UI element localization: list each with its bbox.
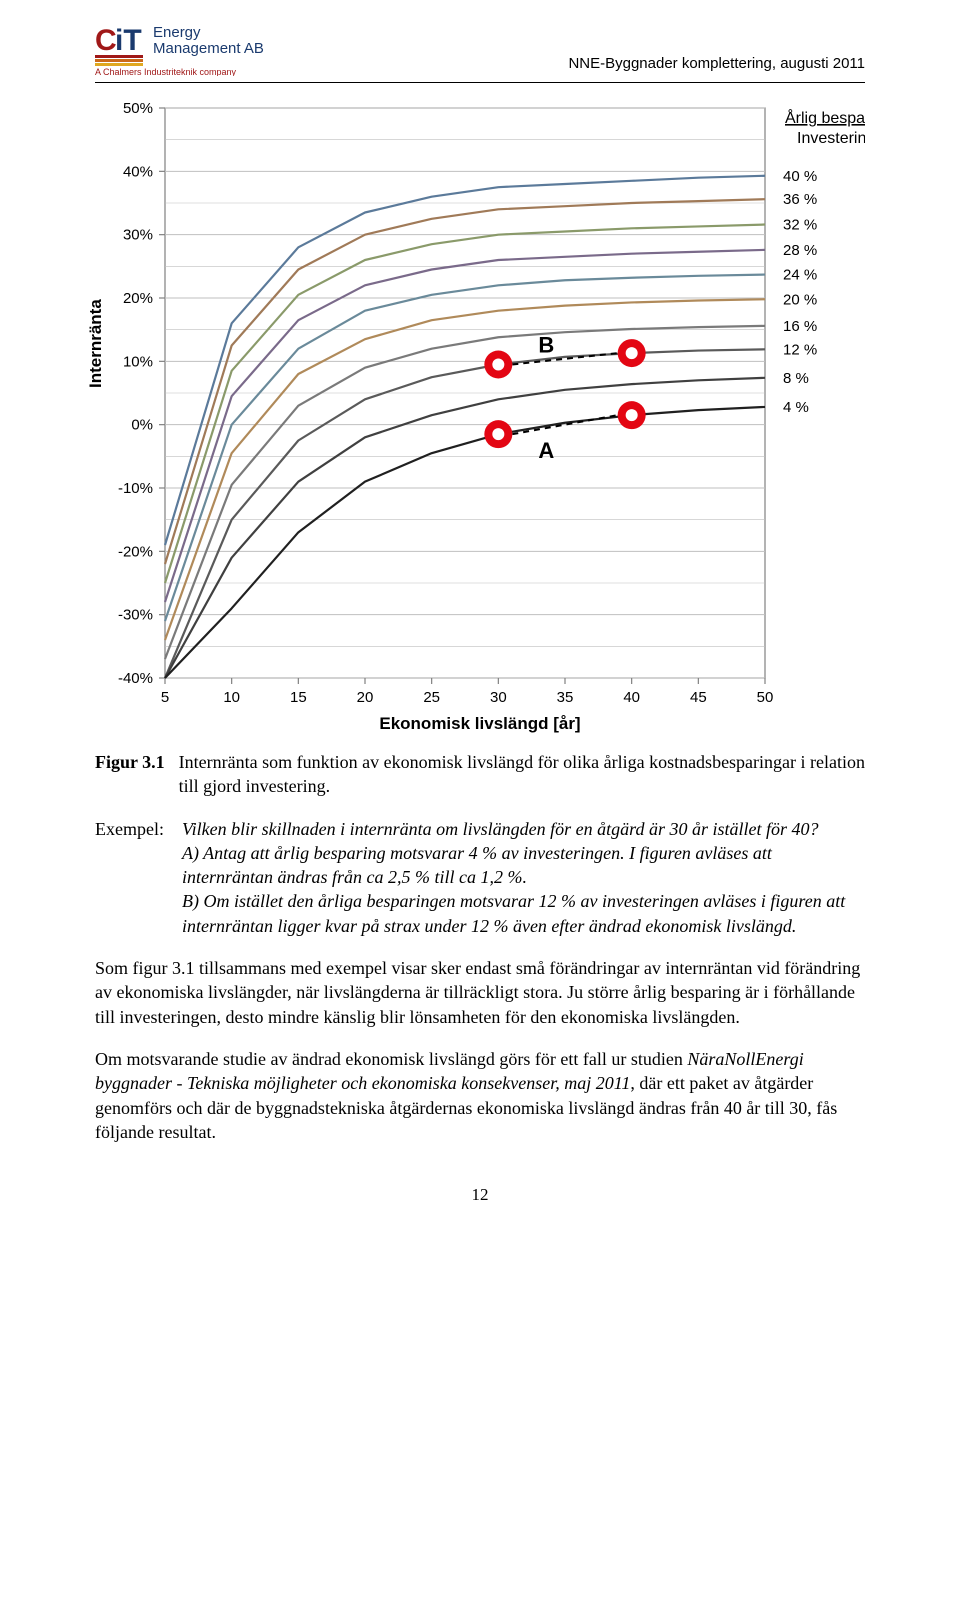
example-block: Exempel: Vilken blir skillnaden i intern… (95, 817, 865, 938)
internranta-chart: Internränta -40%-30%-20%-10%0%10%20%30%4… (95, 98, 865, 738)
figure-caption-text: Internränta som funktion av ekonomisk li… (179, 750, 865, 799)
chart-xlabel: Ekonomisk livslängd [år] (95, 713, 865, 736)
svg-text:C: C (95, 24, 117, 57)
svg-text:36 %: 36 % (783, 191, 817, 208)
paragraph-2: Om motsvarande studie av ändrad ekonomis… (95, 1047, 865, 1144)
svg-text:40 %: 40 % (783, 168, 817, 185)
svg-text:4 %: 4 % (783, 399, 809, 416)
svg-text:20: 20 (357, 689, 374, 706)
svg-text:20 %: 20 % (783, 291, 817, 308)
svg-text:A: A (538, 438, 554, 463)
example-b: B) Om istället den årliga besparingen mo… (182, 891, 845, 935)
svg-text:32 %: 32 % (783, 217, 817, 234)
svg-text:-30%: -30% (118, 607, 153, 624)
para2-a: Om motsvarande studie av ändrad ekonomis… (95, 1049, 687, 1069)
svg-text:5: 5 (161, 689, 169, 706)
svg-text:40%: 40% (123, 163, 153, 180)
logo-sub: A Chalmers Industriteknik company (95, 67, 237, 76)
svg-text:50%: 50% (123, 100, 153, 117)
cit-logo-icon: C iT Energy Management AB A Chalmers Ind… (95, 20, 295, 76)
svg-text:40: 40 (623, 689, 640, 706)
svg-text:15: 15 (290, 689, 307, 706)
svg-text:iT: iT (115, 24, 142, 57)
example-q: Vilken blir skillnaden i internränta om … (182, 819, 818, 839)
svg-text:-40%: -40% (118, 670, 153, 687)
svg-text:16 %: 16 % (783, 318, 817, 335)
logo: C iT Energy Management AB A Chalmers Ind… (95, 20, 295, 76)
figure-caption: Figur 3.1 Internränta som funktion av ek… (95, 750, 865, 799)
svg-text:20%: 20% (123, 290, 153, 307)
svg-text:-20%: -20% (118, 543, 153, 560)
paragraph-1: Som figur 3.1 tillsammans med exempel vi… (95, 956, 865, 1029)
svg-text:10%: 10% (123, 353, 153, 370)
svg-text:Årlig besparing: Årlig besparing (785, 108, 865, 127)
svg-text:25: 25 (423, 689, 440, 706)
svg-text:50: 50 (757, 689, 774, 706)
svg-text:28 %: 28 % (783, 242, 817, 259)
example-body: Vilken blir skillnaden i internränta om … (182, 817, 865, 938)
page-number: 12 (95, 1184, 865, 1207)
header-doc-title: NNE-Byggnader komplettering, augusti 201… (568, 20, 865, 74)
page-header: C iT Energy Management AB A Chalmers Ind… (95, 20, 865, 76)
svg-text:8 %: 8 % (783, 370, 809, 387)
svg-text:45: 45 (690, 689, 707, 706)
svg-text:30%: 30% (123, 227, 153, 244)
example-label: Exempel: (95, 817, 164, 938)
svg-text:10: 10 (223, 689, 240, 706)
svg-text:35: 35 (557, 689, 574, 706)
svg-text:12 %: 12 % (783, 341, 817, 358)
svg-text:B: B (538, 333, 554, 358)
svg-text:Investering: Investering (797, 130, 865, 147)
logo-line2: Management AB (153, 40, 264, 57)
svg-text:-10%: -10% (118, 480, 153, 497)
logo-line1: Energy (153, 24, 201, 41)
svg-text:0%: 0% (131, 417, 153, 434)
svg-text:24 %: 24 % (783, 267, 817, 284)
header-rule (95, 82, 865, 83)
svg-text:30: 30 (490, 689, 507, 706)
figure-label: Figur 3.1 (95, 750, 165, 799)
chart-svg: -40% -30% -20% -10% 0% 10% 20% 30% 40% 50% 5 10 15 20… (95, 98, 865, 718)
example-a: A) Antag att årlig besparing motsvarar 4… (182, 843, 772, 887)
